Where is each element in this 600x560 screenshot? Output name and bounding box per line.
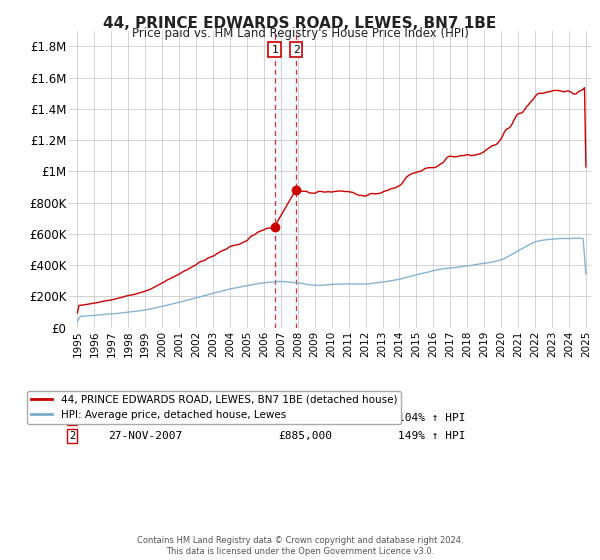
Text: 27-NOV-2007: 27-NOV-2007: [108, 431, 182, 441]
Text: 1: 1: [271, 45, 278, 54]
Legend: 44, PRINCE EDWARDS ROAD, LEWES, BN7 1BE (detached house), HPI: Average price, de: 44, PRINCE EDWARDS ROAD, LEWES, BN7 1BE …: [27, 391, 401, 424]
Text: 104% ↑ HPI: 104% ↑ HPI: [398, 413, 466, 423]
Text: 149% ↑ HPI: 149% ↑ HPI: [398, 431, 466, 441]
Text: 1: 1: [69, 413, 75, 423]
Text: £640,000: £640,000: [278, 413, 332, 423]
Bar: [275, 31, 296, 328]
Text: 2: 2: [293, 45, 299, 54]
Text: £885,000: £885,000: [278, 431, 332, 441]
Text: 44, PRINCE EDWARDS ROAD, LEWES, BN7 1BE: 44, PRINCE EDWARDS ROAD, LEWES, BN7 1BE: [103, 16, 497, 31]
Text: Contains HM Land Registry data © Crown copyright and database right 2024.
This d: Contains HM Land Registry data © Crown c…: [137, 536, 463, 556]
Text: 2: 2: [69, 431, 75, 441]
Text: Price paid vs. HM Land Registry's House Price Index (HPI): Price paid vs. HM Land Registry's House …: [131, 27, 469, 40]
Text: 21-AUG-2006: 21-AUG-2006: [108, 413, 182, 423]
